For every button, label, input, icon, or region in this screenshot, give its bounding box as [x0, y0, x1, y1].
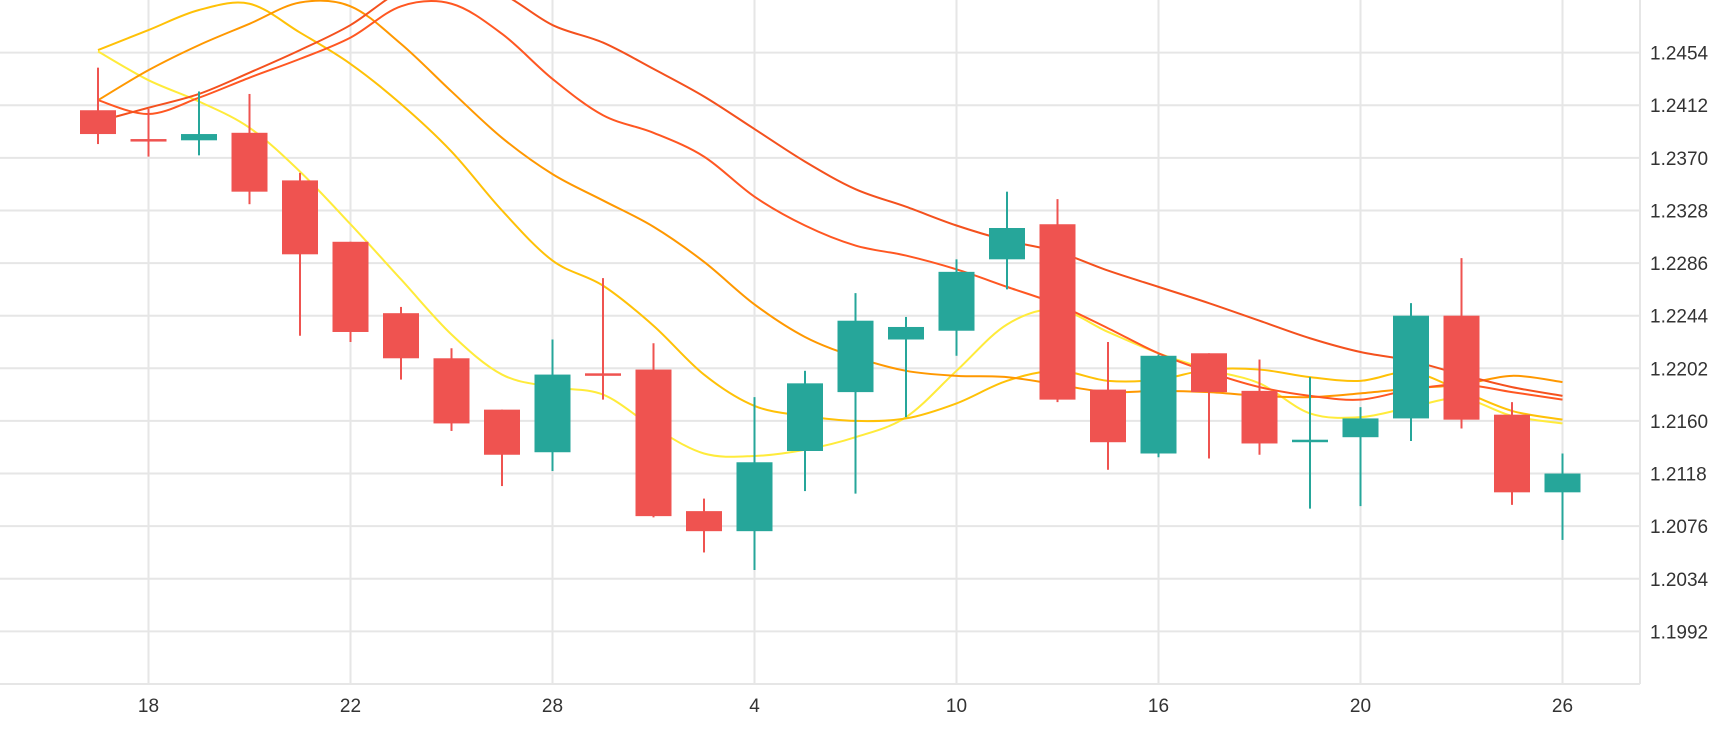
candle-body	[888, 326, 924, 340]
y-tick-label: 1.2202	[1650, 359, 1708, 380]
candle-body	[534, 374, 571, 453]
candle-body	[837, 320, 874, 393]
candlesticks	[80, 67, 1581, 570]
candle-body	[1140, 355, 1177, 454]
candle-body	[989, 228, 1025, 260]
x-tick-label: 4	[749, 696, 760, 717]
candle-body	[1443, 315, 1480, 420]
x-tick-label: 22	[340, 696, 361, 717]
candle-body	[1090, 389, 1126, 443]
candle-body	[736, 462, 773, 532]
candle-body	[686, 511, 722, 532]
candle-body	[130, 139, 167, 142]
y-tick-label: 1.2286	[1650, 254, 1708, 275]
x-tick-label: 16	[1148, 696, 1169, 717]
candle-body	[585, 373, 621, 376]
candle-body	[332, 241, 369, 332]
y-tick-label: 1.2244	[1650, 307, 1709, 328]
candle-body	[282, 180, 318, 255]
y-tick-label: 1.2160	[1650, 412, 1708, 433]
candle-body	[1039, 224, 1076, 400]
candle-body	[1393, 315, 1429, 419]
candle-body	[181, 134, 217, 141]
x-tick-label: 26	[1552, 696, 1573, 717]
y-tick-label: 1.2454	[1650, 44, 1709, 65]
candle-body	[1544, 473, 1581, 493]
candle-body	[383, 313, 419, 359]
y-tick-label: 1.1992	[1650, 622, 1708, 643]
candle-body	[1191, 353, 1227, 393]
candle-body	[484, 409, 520, 455]
x-tick-label: 10	[946, 696, 967, 717]
y-tick-label: 1.2076	[1650, 517, 1708, 538]
moving-average-line	[97, 0, 1563, 397]
y-tick-label: 1.2370	[1650, 149, 1708, 170]
y-tick-label: 1.2034	[1650, 570, 1709, 591]
candle-body	[1292, 439, 1328, 443]
candle-body	[938, 271, 975, 331]
candle-body	[433, 358, 470, 424]
x-tick-label: 18	[138, 696, 159, 717]
candle-body	[1342, 418, 1379, 438]
y-tick-label: 1.2118	[1650, 465, 1707, 486]
x-tick-label: 20	[1350, 696, 1371, 717]
candle-body	[1241, 390, 1278, 444]
candle-body	[635, 369, 672, 517]
moving-average-line	[97, 0, 1563, 399]
axes: 1.2454 1.2412 1.2370 1.2328 1.2286 1.2244 1.22…	[0, 0, 1709, 717]
y-tick-label: 1.2412	[1650, 96, 1708, 117]
candle-body	[80, 110, 116, 135]
x-tick-label: 28	[542, 696, 563, 717]
y-tick-label: 1.2328	[1650, 201, 1708, 222]
candle-body	[231, 132, 268, 192]
moving-average-line	[97, 0, 1563, 401]
candle-body	[787, 383, 823, 451]
candle-body	[1494, 414, 1530, 493]
